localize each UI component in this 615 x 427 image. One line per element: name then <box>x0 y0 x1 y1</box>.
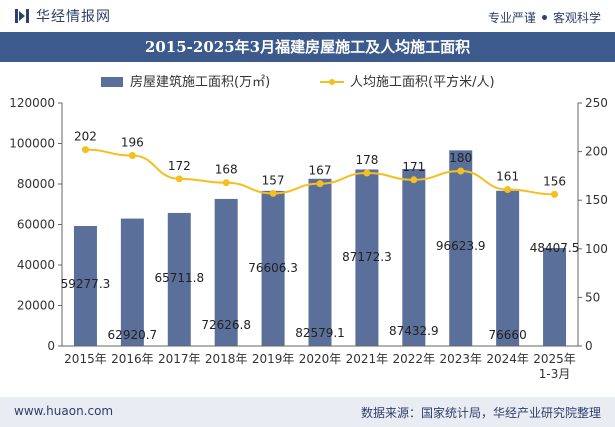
dot-separator-icon <box>541 15 547 20</box>
line-point <box>222 179 230 187</box>
bar <box>449 150 473 346</box>
line-value-label: 168 <box>215 163 238 177</box>
tagline: 专业严谨 客观科学 <box>488 9 601 26</box>
brand-name: 华经情报网 <box>36 9 111 25</box>
legend-bar-swatch <box>101 77 123 87</box>
bar <box>167 212 191 346</box>
chart: 房屋建筑施工面积(万㎡) 人均施工面积(平方米/人) 0 20000 40000 600… <box>9 74 608 381</box>
line-value-label: 156 <box>543 174 566 188</box>
line-value-label: 171 <box>402 160 425 174</box>
left-tick-label: 40000 <box>17 258 55 272</box>
bar-value-label: 87432.9 <box>389 324 439 338</box>
line-series: 202 196 172 168 157 167 178 171 180 161 156 <box>74 130 566 198</box>
right-tick-label: 100 <box>585 242 608 256</box>
left-tick-label: 80000 <box>17 177 55 191</box>
bar <box>496 190 520 346</box>
top-bar: 华经情报网 专业严谨 客观科学 <box>0 0 615 32</box>
right-tick-label: 200 <box>585 145 608 159</box>
huajing-logo-icon <box>15 9 29 23</box>
bar <box>402 168 426 346</box>
legend-line-label: 人均施工面积(平方米/人) <box>350 74 495 90</box>
right-tick-label: 250 <box>585 96 608 110</box>
left-tick-label: 60000 <box>17 218 55 232</box>
line-point <box>128 151 136 159</box>
bar-value-label: 62920.7 <box>108 328 158 342</box>
line-value-label: 202 <box>74 130 97 144</box>
line-value-label: 157 <box>262 173 285 187</box>
left-axis: 0 20000 40000 60000 80000 100000 120000 <box>9 96 63 353</box>
left-tick-label: 100000 <box>9 137 55 151</box>
x-tick-label: 2024年 <box>486 352 529 366</box>
line-value-label: 180 <box>449 151 472 165</box>
line-point <box>504 186 512 194</box>
x-tick-label: 2018年 <box>205 352 248 366</box>
bar-value-label: 82579.1 <box>295 326 345 340</box>
x-tick-label: 2023年 <box>439 352 482 366</box>
legend: 房屋建筑施工面积(万㎡) 人均施工面积(平方米/人) <box>101 74 495 90</box>
chart-title: 2015-2025年3月福建房屋施工及人均施工面积 <box>0 32 615 62</box>
footer: www.huaon.com 数据来源：国家统计局，华经产业研究院整理 <box>0 397 615 427</box>
legend-line-marker <box>329 79 335 85</box>
bar-value-label: 76660 <box>489 328 527 342</box>
bar-value-label: 59277.3 <box>61 277 111 291</box>
line-point <box>457 167 465 175</box>
right-tick-label: 150 <box>585 193 608 207</box>
bar <box>73 225 97 346</box>
bar <box>308 178 332 346</box>
x-tick-label: 2017年 <box>158 352 201 366</box>
right-tick-label: 50 <box>585 290 600 304</box>
brand: 华经情报网 <box>14 6 111 26</box>
x-tick-label: 2020年 <box>299 352 342 366</box>
line-value-label: 196 <box>121 135 144 149</box>
bar-value-label: 72626.8 <box>201 318 251 332</box>
x-tick-label: 2019年 <box>252 352 295 366</box>
line-point <box>269 189 277 197</box>
x-tick-label: 2015年 <box>64 352 107 366</box>
footer-website: www.huaon.com <box>14 404 114 418</box>
tagline-left: 专业严谨 <box>487 11 536 25</box>
bar-value-label: 96623.9 <box>436 239 486 253</box>
line-value-label: 178 <box>355 153 378 167</box>
line-point <box>316 180 324 188</box>
tagline-right: 客观科学 <box>552 11 601 25</box>
bar <box>261 190 285 346</box>
bar-value-label: 76606.3 <box>248 261 298 275</box>
left-tick-label: 0 <box>47 339 55 353</box>
bar <box>355 169 379 346</box>
line-point <box>410 176 418 184</box>
bar <box>120 218 144 346</box>
right-tick-label: 0 <box>585 339 593 353</box>
x-tick-label: 2025年 1-3月 <box>533 352 576 381</box>
bar <box>214 198 238 346</box>
line-value-label: 161 <box>496 170 519 184</box>
line-value-label: 167 <box>309 164 332 178</box>
footer-source: 数据来源：国家统计局，华经产业研究院整理 <box>360 406 601 420</box>
line-point <box>81 146 89 154</box>
bar <box>543 247 567 346</box>
bar-series: 59277.3 62920.7 65711.8 72626.8 76606.3 82579… <box>61 150 580 346</box>
x-axis: 2015年 2016年 2017年 2018年 2019年 2020年 2021年 2022年… <box>62 345 578 381</box>
x-tick-label: 2022年 <box>393 352 436 366</box>
left-tick-label: 20000 <box>17 299 55 313</box>
line-value-label: 172 <box>168 159 191 173</box>
right-axis: 0 50 100 150 200 250 <box>577 96 608 353</box>
line-point <box>175 175 183 183</box>
x-tick-label: 2016年 <box>111 352 154 366</box>
legend-bar-label: 房屋建筑施工面积(万㎡) <box>130 74 270 90</box>
left-tick-label: 120000 <box>9 96 55 110</box>
x-tick-label: 2021年 <box>346 352 389 366</box>
bar-value-label: 48407.5 <box>530 241 580 255</box>
line-point <box>363 169 371 177</box>
bar-value-label: 87172.3 <box>342 250 392 264</box>
line-point <box>551 190 559 198</box>
bar-value-label: 65711.8 <box>154 271 204 285</box>
